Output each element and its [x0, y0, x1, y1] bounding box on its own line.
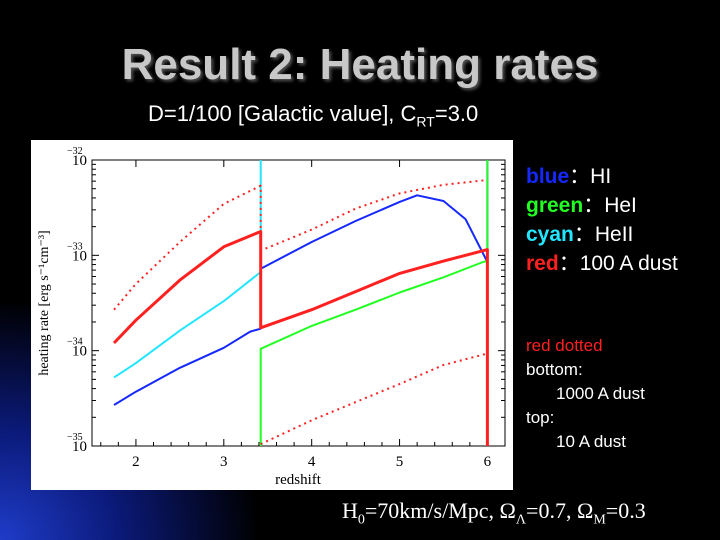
- legend: blue：HI green：HeI cyan：HeII red：100 A du…: [526, 162, 716, 278]
- x-tick-label: 4: [308, 454, 316, 470]
- series-line-hi: [113, 160, 489, 406]
- legend-key: cyan: [526, 223, 574, 246]
- series-line-1000-a-dust: [260, 352, 488, 446]
- legend-item: green：HeI: [526, 191, 716, 220]
- heating-rate-chart: 2 3 4 5 6 10 −32 10 −33 10 −34 10 −35 redshift heati…: [31, 140, 513, 490]
- legend-key: green: [526, 194, 584, 217]
- legend-desc: HeI: [604, 194, 637, 217]
- h0-sub: 0: [357, 512, 365, 528]
- legend-key: blue: [526, 165, 570, 188]
- legend-desc: 100 A dust: [579, 252, 678, 275]
- legend-sep: ：: [583, 194, 605, 217]
- y-tick-label: 10: [72, 439, 87, 455]
- h0-value: =70km/s/Mpc,: [364, 498, 500, 523]
- slide-title: Result 2: Heating rates: [121, 40, 599, 89]
- notes-top-value: 10 A dust: [556, 432, 626, 451]
- omega-lambda-sub: Λ: [515, 512, 527, 528]
- notes-bottom-value: 1000 A dust: [556, 384, 645, 403]
- y-tick-exponent: −32: [67, 146, 83, 157]
- legend-sep: ：: [573, 223, 595, 246]
- notes-top-label: top:: [526, 408, 555, 427]
- series-line-hei: [259, 160, 489, 446]
- dotted-line-notes: red dotted bottom: 1000 A dust top: 10 A…: [526, 334, 716, 454]
- omega-m-sub: M: [593, 512, 606, 528]
- h0-symbol: H: [342, 498, 358, 523]
- slide-subtitle: D=1/100 [Galactic value], CRT=3.0: [148, 101, 478, 129]
- notes-bottom-label: bottom:: [526, 360, 583, 379]
- y-tick-label: 10: [72, 344, 87, 360]
- legend-item: blue：HI: [526, 162, 716, 191]
- omega-m-symbol: Ω: [576, 498, 594, 523]
- y-axis-label: heating rate [erg s⁻¹cm⁻³]: [37, 230, 52, 375]
- omega-lambda-symbol: Ω: [499, 498, 516, 523]
- y-tick-exponent: −34: [67, 337, 83, 348]
- omega-m-value: =0.3: [605, 498, 646, 523]
- legend-desc: HeII: [594, 223, 634, 246]
- x-tick-label: 2: [132, 454, 140, 470]
- y-tick-label: 10: [72, 248, 87, 264]
- y-tick-exponent: −33: [67, 241, 83, 252]
- notes-heading: red dotted: [526, 336, 603, 355]
- legend-item: cyan：HeII: [526, 220, 716, 249]
- legend-sep: ：: [558, 252, 580, 275]
- subtitle-tail: =3.0: [434, 101, 479, 126]
- subtitle-sub: RT: [416, 113, 435, 130]
- legend-sep: ：: [569, 165, 591, 188]
- series-line-10-a-dust: [113, 179, 488, 311]
- y-tick-label: 10: [72, 153, 87, 169]
- series-layer: [112, 160, 489, 446]
- y-tick-exponent: −35: [67, 432, 83, 443]
- legend-item: red：100 A dust: [526, 249, 716, 278]
- series-line-100-a-dust: [112, 230, 489, 446]
- x-tick-label: 6: [484, 454, 492, 470]
- legend-desc: HI: [590, 165, 612, 188]
- series-line-heii: [113, 160, 262, 379]
- plot-frame: [91, 159, 506, 447]
- legend-key: red: [526, 252, 559, 275]
- x-axis-label: redshift: [275, 472, 322, 488]
- x-tick-label: 3: [220, 454, 228, 470]
- subtitle-main: D=1/100 [Galactic value], C: [148, 101, 417, 126]
- cosmology-params: H0=70km/s/Mpc, ΩΛ=0.7, ΩM=0.3: [342, 498, 646, 528]
- x-tick-label: 5: [396, 454, 404, 470]
- omega-lambda-value: =0.7,: [526, 498, 577, 523]
